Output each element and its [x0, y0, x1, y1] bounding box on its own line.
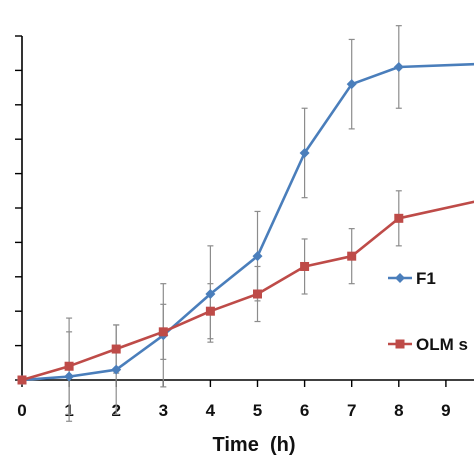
- series-line-olm-s: [21, 200, 474, 382]
- data-point: [252, 251, 263, 262]
- data-point: [64, 361, 74, 371]
- data-point: [205, 306, 215, 316]
- legend-label: OLM s: [416, 335, 468, 354]
- data-point: [17, 375, 27, 385]
- x-tick-label: 7: [347, 401, 356, 420]
- data-point: [253, 289, 262, 299]
- data-point: [64, 371, 75, 382]
- legend-label: F1: [416, 269, 436, 288]
- series-lines: [21, 62, 474, 382]
- x-tick-label: 8: [394, 401, 403, 420]
- data-point: [158, 327, 168, 337]
- series-markers: [17, 61, 404, 385]
- data-point: [111, 344, 121, 354]
- data-point: [346, 79, 357, 90]
- x-tick-label: 0: [17, 401, 26, 420]
- x-tick-label: 4: [206, 401, 216, 420]
- data-point: [111, 364, 122, 375]
- x-tick-label: 9: [441, 401, 450, 420]
- legend-marker: [395, 273, 405, 283]
- x-tick-labels: 0123456789: [17, 401, 450, 420]
- data-point: [394, 213, 404, 223]
- x-ticks: [21, 380, 447, 387]
- legend-marker: [395, 339, 405, 349]
- y-ticks: [15, 35, 22, 381]
- series-line-f1: [21, 62, 474, 382]
- x-tick-label: 6: [300, 401, 309, 420]
- data-point: [300, 261, 310, 271]
- data-point: [205, 289, 216, 299]
- axes: [21, 36, 474, 381]
- x-tick-label: 3: [159, 401, 168, 420]
- x-axis-title: Time (h): [213, 434, 296, 456]
- data-point: [299, 147, 310, 158]
- x-tick-label: 5: [253, 401, 262, 420]
- data-point: [347, 251, 357, 261]
- legend: F1 OLM s: [388, 269, 468, 354]
- data-point: [393, 61, 404, 72]
